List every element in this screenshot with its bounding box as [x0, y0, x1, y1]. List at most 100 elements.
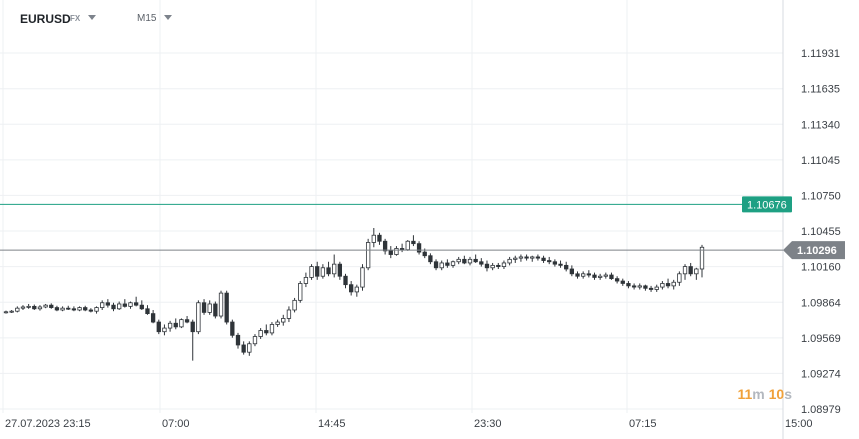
candle [501, 260, 507, 269]
candle-body [586, 273, 591, 276]
price-tick-label: 1.11045 [801, 155, 840, 167]
candle [597, 273, 603, 280]
candle-body [303, 277, 309, 284]
candle [626, 281, 631, 289]
candle [332, 254, 337, 278]
candle [224, 290, 229, 325]
candle [433, 259, 439, 271]
candle-body [275, 321, 280, 325]
candle-body [694, 268, 699, 275]
candle-body [665, 283, 671, 287]
candle [399, 243, 405, 253]
candle-body [100, 302, 105, 308]
candle [382, 238, 388, 255]
candle-body [462, 258, 467, 264]
candle-body [699, 246, 705, 270]
candle [490, 262, 495, 271]
candle [416, 241, 422, 255]
candle [411, 235, 416, 247]
candle [167, 320, 173, 332]
candle [230, 319, 235, 338]
candle-body [620, 280, 625, 284]
candle-body [66, 307, 71, 310]
candle-body [416, 243, 422, 253]
candle-body [411, 240, 416, 245]
candle-body [167, 322, 173, 329]
candle-body [20, 306, 26, 309]
candle-body [190, 321, 195, 333]
candle [360, 264, 365, 291]
candle-body [122, 303, 127, 307]
candle-body [224, 292, 229, 323]
timeframe-selector[interactable]: M15 [137, 13, 157, 24]
candle-body [337, 263, 343, 277]
candle [462, 255, 467, 265]
candle-body [54, 307, 60, 311]
candle [445, 259, 450, 268]
candle [269, 322, 275, 336]
candle-body [360, 267, 365, 288]
candle-body [258, 330, 263, 337]
symbol-selector[interactable]: EURUSD [20, 12, 71, 26]
price-tick-label: 1.11931 [801, 48, 840, 60]
candle [156, 319, 161, 335]
candle [9, 309, 14, 314]
candle [603, 272, 608, 279]
candle [100, 300, 105, 310]
symbol-chevron-down-icon[interactable] [88, 15, 96, 20]
candle [694, 267, 699, 280]
candle-body [201, 302, 207, 313]
candle [122, 299, 127, 308]
candle [507, 256, 512, 266]
candle-body [315, 266, 320, 277]
candle [365, 238, 371, 271]
candle-body [156, 321, 161, 333]
candle-body [609, 274, 614, 280]
candle [43, 303, 48, 309]
candle [631, 283, 637, 290]
candle [524, 254, 529, 261]
candle [377, 232, 382, 245]
candle [49, 303, 54, 309]
candle-body [524, 256, 529, 259]
candle [315, 261, 320, 280]
candle [184, 316, 190, 324]
countdown-seconds: 10 [768, 386, 785, 402]
candle-body [660, 283, 665, 288]
candle [581, 271, 586, 279]
candle [660, 281, 665, 290]
candle [518, 254, 524, 262]
countdown-minutes: 11 [737, 386, 753, 402]
candle [320, 264, 326, 279]
candle [592, 272, 597, 280]
candle [513, 255, 518, 263]
candle [682, 264, 688, 280]
candle-body [128, 302, 133, 307]
candle-body [405, 240, 410, 251]
candle-body [581, 273, 586, 277]
candle [111, 302, 116, 312]
candle-body [399, 248, 405, 251]
candle [688, 262, 693, 277]
candle [388, 246, 393, 259]
candle [37, 305, 43, 311]
svg-text:1.10296: 1.10296 [797, 245, 837, 257]
price-tick-label: 1.10455 [801, 226, 841, 238]
candle [190, 319, 195, 361]
candle-body [558, 263, 563, 266]
candle [264, 324, 269, 336]
candle-body [377, 234, 382, 242]
candle [241, 341, 246, 355]
candle-body [326, 267, 331, 275]
candle [60, 306, 65, 312]
candle [564, 261, 569, 272]
timeframe-chevron-down-icon[interactable] [164, 15, 172, 20]
candle-body [286, 309, 292, 319]
candle [26, 303, 31, 309]
candle-body [83, 307, 88, 311]
candle-body [597, 275, 603, 278]
candle-body [614, 278, 620, 282]
candle-body [671, 281, 676, 287]
candle [71, 306, 77, 312]
